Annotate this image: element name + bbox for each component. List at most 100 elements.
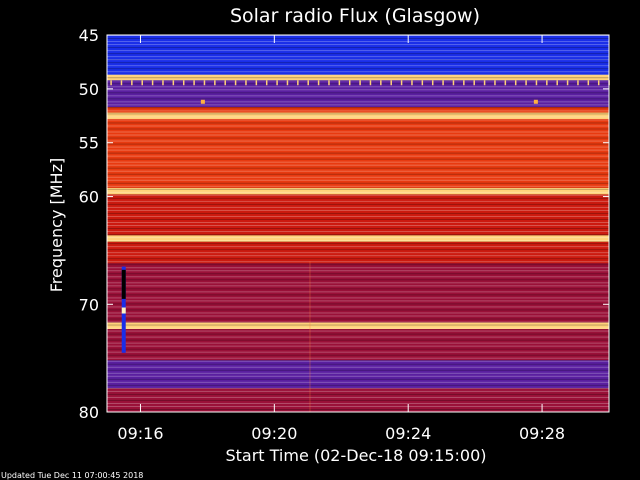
x-tick-label-0: 09:16 xyxy=(117,424,163,443)
texture-line xyxy=(107,396,609,398)
texture-line xyxy=(107,65,609,67)
plot-frame xyxy=(106,34,610,413)
frequency-band-9 xyxy=(107,235,609,242)
texture-line xyxy=(107,89,609,91)
periodic-marker xyxy=(494,80,496,86)
texture-line xyxy=(107,128,609,130)
y-tick-label-60: 60 xyxy=(79,188,99,207)
texture-line xyxy=(107,158,609,160)
texture-line xyxy=(107,149,609,151)
y-tick-label-45: 45 xyxy=(79,26,99,45)
texture-line xyxy=(107,59,609,61)
texture-line xyxy=(107,375,609,377)
texture-line xyxy=(107,134,609,136)
texture-line xyxy=(107,137,609,139)
periodic-marker xyxy=(182,80,185,86)
texture-line xyxy=(107,363,609,365)
texture-line xyxy=(107,366,609,368)
x-axis: 09:16 09:20 09:24 09:28 xyxy=(117,35,565,443)
texture-line xyxy=(107,179,609,181)
texture-line xyxy=(107,381,609,383)
texture-line xyxy=(107,41,609,43)
texture-line xyxy=(107,306,609,308)
texture-line xyxy=(107,258,609,260)
texture-line xyxy=(107,378,609,380)
y-tick-label-80: 80 xyxy=(79,403,99,422)
texture-line xyxy=(107,255,609,257)
periodic-marker xyxy=(348,80,351,86)
texture-line xyxy=(107,221,609,223)
frequency-band-4 xyxy=(107,107,609,113)
texture-line xyxy=(107,143,609,145)
periodic-marker xyxy=(317,80,320,86)
texture-line xyxy=(107,285,609,287)
periodic-marker xyxy=(286,80,289,86)
texture-line xyxy=(107,384,609,386)
periodic-marker xyxy=(452,80,455,86)
texture-line xyxy=(107,351,609,353)
periodic-marker xyxy=(504,80,507,86)
periodic-marker xyxy=(120,80,123,86)
texture-line xyxy=(107,318,609,320)
y-tick-label-50: 50 xyxy=(79,80,99,99)
texture-line xyxy=(107,185,609,187)
periodic-marker xyxy=(255,80,258,86)
updated-timestamp: Updated Tue Dec 11 07:00:45 2018 xyxy=(1,471,143,480)
texture-line xyxy=(107,288,609,290)
texture-line xyxy=(107,38,609,40)
texture-line xyxy=(107,197,609,199)
texture-line xyxy=(107,173,609,175)
burst-trace xyxy=(309,261,311,412)
periodic-marker xyxy=(193,80,195,86)
texture-line xyxy=(107,387,609,389)
frequency-band-1 xyxy=(107,59,609,75)
spot-event-1 xyxy=(533,99,538,104)
texture-line xyxy=(107,225,609,227)
periodic-marker xyxy=(473,80,475,86)
texture-line xyxy=(107,107,609,109)
texture-line xyxy=(107,212,609,214)
texture-line xyxy=(107,369,609,371)
x-axis-label: Start Time (02-Dec-18 09:15:00) xyxy=(225,446,486,465)
texture-line xyxy=(107,83,609,85)
texture-line xyxy=(107,98,609,100)
periodic-marker xyxy=(151,80,154,86)
texture-line xyxy=(107,303,609,305)
frequency-band-3 xyxy=(107,80,609,108)
texture-line xyxy=(107,399,609,401)
periodic-marker xyxy=(265,80,268,86)
texture-line xyxy=(107,164,609,166)
periodic-marker xyxy=(203,80,206,86)
texture-line xyxy=(107,182,609,184)
periodic-marker xyxy=(338,80,341,86)
periodic-marker xyxy=(276,80,278,86)
chart-title: Solar radio Flux (Glasgow) xyxy=(230,5,480,27)
texture-line xyxy=(107,354,609,356)
frequency-band-10 xyxy=(107,241,609,264)
texture-line xyxy=(107,357,609,359)
texture-line xyxy=(107,74,609,76)
texture-line xyxy=(107,282,609,284)
frequency-band-11 xyxy=(107,263,609,323)
periodic-markers xyxy=(110,80,610,86)
periodic-marker xyxy=(172,80,175,86)
texture-line xyxy=(107,167,609,169)
frequency-band-15 xyxy=(107,388,609,412)
frequency-band-2 xyxy=(107,74,609,81)
texture-line xyxy=(107,131,609,133)
texture-line xyxy=(107,339,609,341)
texture-line xyxy=(107,116,609,118)
periodic-marker xyxy=(390,80,392,86)
texture-line xyxy=(107,95,609,97)
periodic-marker xyxy=(597,80,600,86)
texture-line xyxy=(107,110,609,112)
texture-line xyxy=(107,264,609,266)
texture-line xyxy=(107,53,609,55)
texture-line xyxy=(107,324,609,326)
frequency-band-14 xyxy=(107,360,609,389)
periodic-marker xyxy=(535,80,538,86)
texture-line xyxy=(107,276,609,278)
texture-line xyxy=(107,209,609,211)
x-tick-label-1: 09:20 xyxy=(251,424,297,443)
